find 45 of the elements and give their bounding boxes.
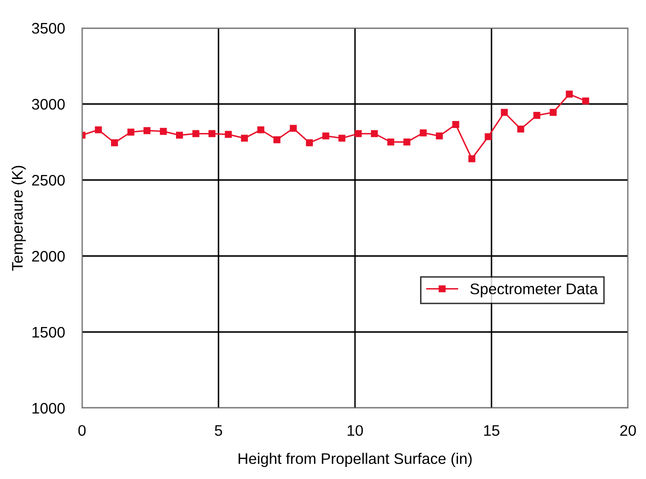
point xyxy=(290,124,297,132)
x-tick-label: 10 xyxy=(348,425,363,436)
y-axis-title: Temperaure (K) xyxy=(12,166,26,271)
point xyxy=(582,97,590,104)
point xyxy=(468,155,476,162)
point xyxy=(387,138,394,146)
point xyxy=(550,108,557,116)
point xyxy=(566,90,573,98)
point xyxy=(257,126,264,134)
point xyxy=(484,133,492,140)
point xyxy=(452,121,460,128)
point xyxy=(517,126,524,133)
x-axis-title: Height from Propellant Surface (in) xyxy=(238,452,472,468)
x-tick-label: 15 xyxy=(484,425,500,436)
point xyxy=(420,129,427,136)
x-tick-label: 0 xyxy=(78,425,86,436)
y-tick-label: 2500 xyxy=(32,174,65,186)
point xyxy=(533,112,540,119)
point xyxy=(176,132,183,139)
point xyxy=(111,139,118,146)
y-tick-label: 1000 xyxy=(32,402,65,414)
point xyxy=(273,136,280,144)
point xyxy=(144,127,150,134)
point xyxy=(192,130,200,138)
point xyxy=(322,132,330,140)
point xyxy=(94,126,102,134)
point xyxy=(370,130,378,138)
point xyxy=(224,130,232,138)
y-tick-label: 3000 xyxy=(32,98,65,110)
y-tick-label: 3500 xyxy=(32,22,65,34)
point xyxy=(208,130,216,138)
point xyxy=(306,139,313,146)
point xyxy=(436,132,443,140)
x-tick-label: 20 xyxy=(620,425,636,436)
point xyxy=(338,134,346,142)
x-tick-label: 5 xyxy=(214,425,222,436)
point xyxy=(354,130,362,138)
legend-label: Spectrometer Data xyxy=(470,283,598,298)
point xyxy=(240,134,248,142)
y-tick-label: 1500 xyxy=(32,326,65,338)
point xyxy=(160,128,167,135)
point xyxy=(500,108,508,116)
point xyxy=(403,138,410,146)
point xyxy=(127,128,134,136)
y-tick-label: 2000 xyxy=(32,250,65,262)
